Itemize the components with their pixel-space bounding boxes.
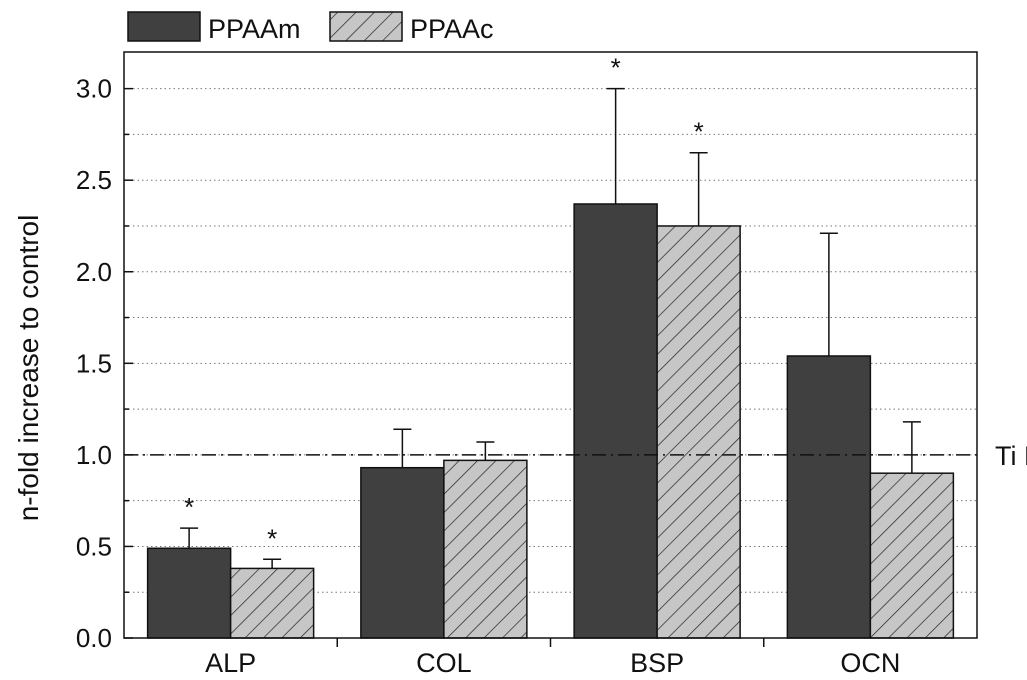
y-axis-label: n-fold increase to control	[13, 215, 44, 522]
legend-swatch-ppaam	[128, 12, 200, 41]
bar-ppaam-ocn	[787, 356, 870, 638]
significance-star-ppaac-bsp: *	[694, 117, 704, 147]
bar-ppaac-alp	[231, 568, 314, 638]
legend-label-ppaac: PPAAc	[410, 14, 494, 44]
bars	[148, 204, 954, 638]
x-tick-label-col: COL	[416, 648, 472, 678]
x-tick-label-alp: ALP	[205, 648, 256, 678]
significance-star-ppaac-alp: *	[267, 523, 277, 553]
y-tick-label-4: 2.0	[76, 257, 112, 287]
reference-line-label: Ti P	[995, 441, 1027, 471]
y-tick-label-3: 1.5	[76, 348, 112, 378]
bar-ppaam-alp	[148, 548, 231, 638]
y-tick-label-2: 1.0	[76, 440, 112, 470]
y-tick-label-6: 3.0	[76, 74, 112, 104]
significance-star-ppaam-bsp: *	[611, 53, 621, 83]
bar-ppaam-col	[361, 468, 444, 638]
y-tick-label-5: 2.5	[76, 165, 112, 195]
x-tick-label-ocn: OCN	[840, 648, 900, 678]
bar-ppaac-ocn	[870, 473, 953, 638]
y-tick-label-0: 0.0	[76, 623, 112, 653]
y-tick-label-1: 0.5	[76, 531, 112, 561]
legend-swatch-ppaac	[330, 12, 402, 41]
legend-label-ppaam: PPAAm	[208, 14, 301, 44]
bar-ppaam-bsp	[574, 204, 657, 638]
significance-star-ppaam-alp: *	[184, 492, 194, 522]
legend: PPAAm PPAAc	[128, 12, 494, 44]
bar-ppaac-bsp	[657, 226, 740, 638]
bar-ppaac-col	[444, 460, 527, 638]
x-tick-label-bsp: BSP	[630, 648, 684, 678]
